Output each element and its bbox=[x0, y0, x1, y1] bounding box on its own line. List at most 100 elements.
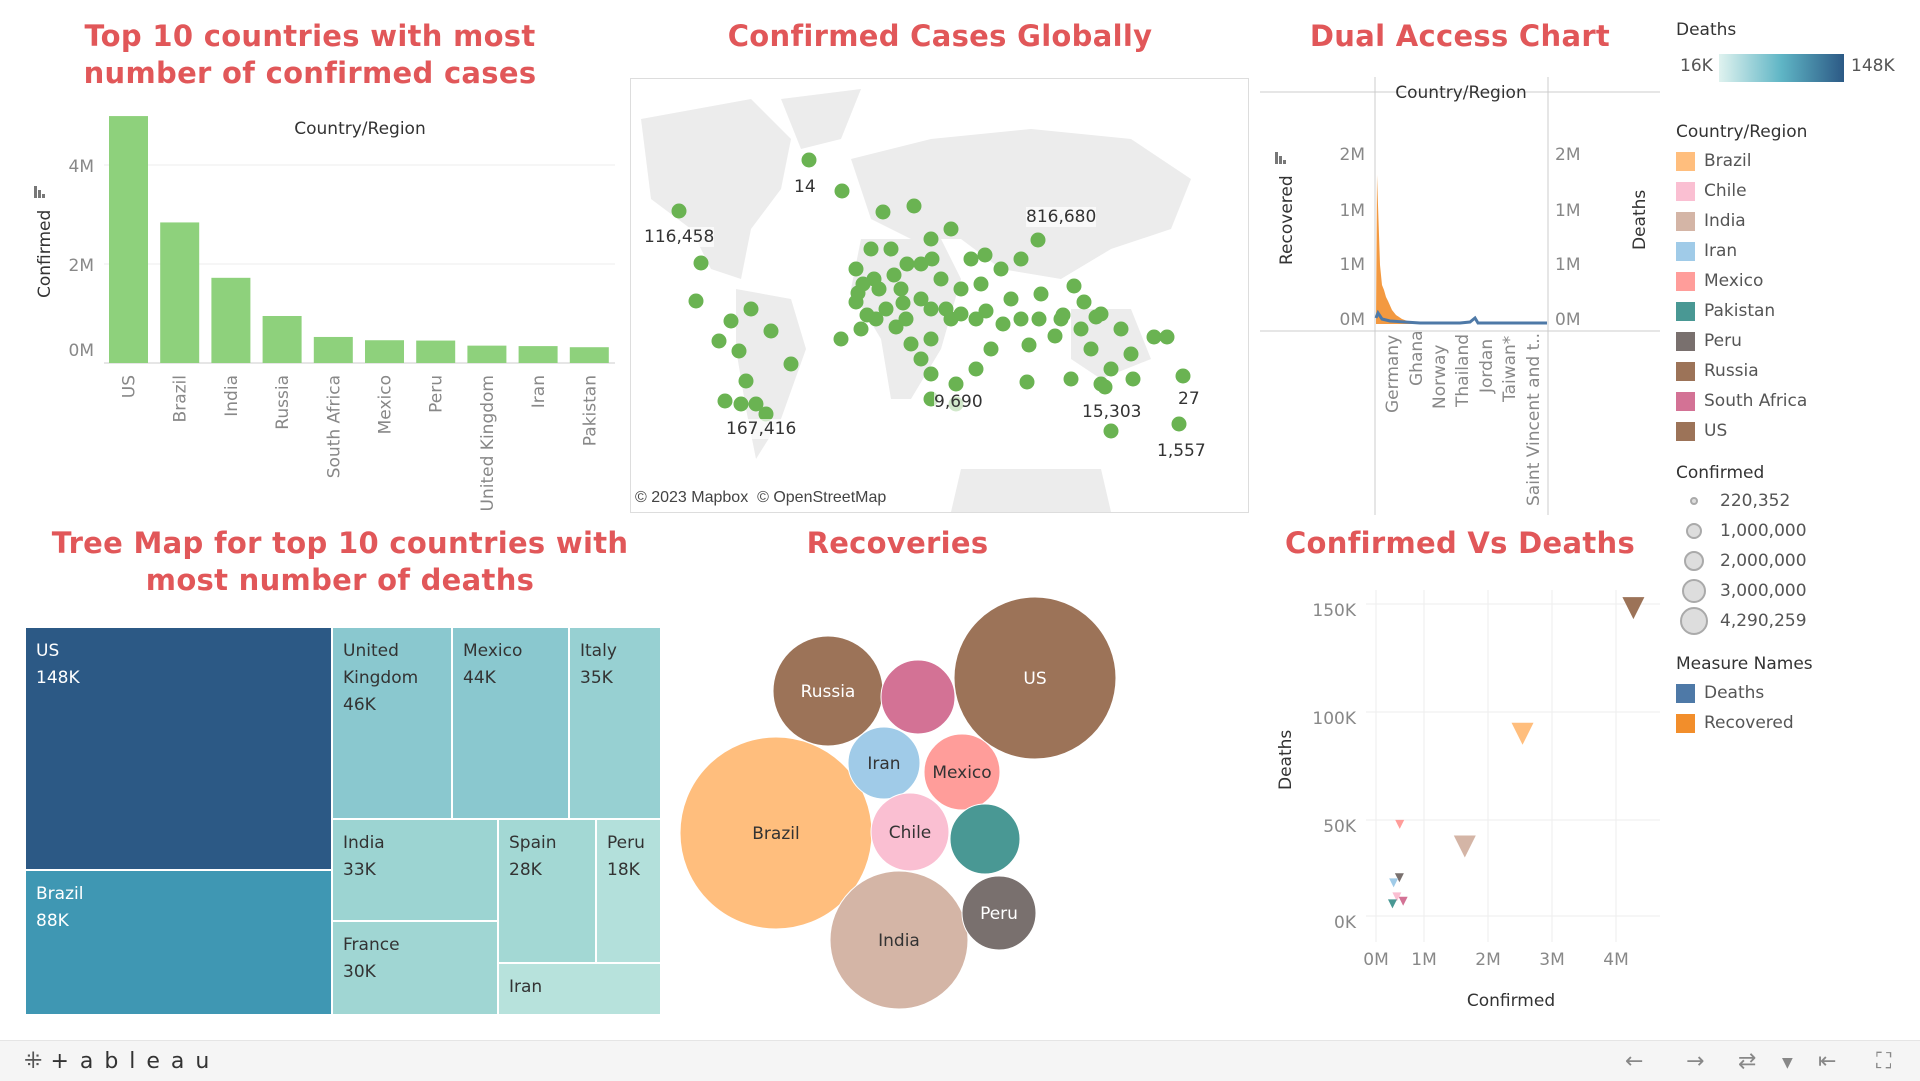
map-dot[interactable] bbox=[1031, 311, 1047, 327]
treemap-cell-iran[interactable]: Iran bbox=[498, 963, 661, 1015]
deaths-color-ramp[interactable] bbox=[1719, 54, 1844, 82]
confirmed-legend-item[interactable]: 4,290,259 bbox=[1676, 607, 1807, 635]
treemap-cell-brazil[interactable]: Brazil 88K bbox=[25, 870, 332, 1015]
map-dot[interactable] bbox=[763, 323, 779, 339]
country-legend-item[interactable]: Russia bbox=[1676, 360, 1759, 382]
map-dot[interactable] bbox=[863, 241, 879, 257]
map-dot[interactable] bbox=[1146, 329, 1162, 345]
country-legend-item[interactable]: US bbox=[1676, 420, 1727, 442]
map-dot[interactable] bbox=[924, 251, 940, 267]
map-dot[interactable] bbox=[906, 198, 922, 214]
map-dot[interactable] bbox=[833, 331, 849, 347]
map-dot[interactable] bbox=[1097, 379, 1113, 395]
scatter-point[interactable] bbox=[1453, 835, 1476, 858]
treemap-cell-france[interactable]: France 30K bbox=[332, 921, 498, 1015]
world-map[interactable]: 14 116,458 816,680 167,416 9,690 15,303 … bbox=[630, 78, 1249, 513]
map-dot[interactable] bbox=[834, 183, 850, 199]
map-dot[interactable] bbox=[933, 271, 949, 287]
map-dot[interactable] bbox=[731, 343, 747, 359]
map-dot[interactable] bbox=[723, 313, 739, 329]
map-dot[interactable] bbox=[1013, 311, 1029, 327]
map-dot[interactable] bbox=[1030, 232, 1046, 248]
recovery-bubble[interactable] bbox=[949, 803, 1021, 875]
country-legend-item[interactable]: Chile bbox=[1676, 180, 1747, 202]
map-dot[interactable] bbox=[953, 306, 969, 322]
map-dot[interactable] bbox=[1066, 278, 1082, 294]
bar[interactable] bbox=[109, 116, 148, 363]
treemap-cell-peru[interactable]: Peru 18K bbox=[596, 819, 661, 963]
map-dot[interactable] bbox=[748, 396, 764, 412]
bar[interactable] bbox=[569, 347, 609, 363]
map-dot[interactable] bbox=[1113, 321, 1129, 337]
map-dot[interactable] bbox=[1103, 361, 1119, 377]
dropdown-icon[interactable]: ▼ bbox=[1782, 1055, 1793, 1071]
treemap-cell-italy[interactable]: Italy 35K bbox=[569, 627, 661, 819]
map-dot[interactable] bbox=[883, 241, 899, 257]
map-dot[interactable] bbox=[923, 366, 939, 382]
map-dot[interactable] bbox=[1175, 368, 1191, 384]
recovery-bubble[interactable] bbox=[961, 875, 1037, 951]
map-dot[interactable] bbox=[1047, 328, 1063, 344]
map-dot[interactable] bbox=[1088, 309, 1104, 325]
map-dot[interactable] bbox=[899, 256, 915, 272]
map-dot[interactable] bbox=[853, 321, 869, 337]
map-dot[interactable] bbox=[1125, 371, 1141, 387]
map-dot[interactable] bbox=[983, 341, 999, 357]
scatter-point[interactable] bbox=[1511, 722, 1534, 745]
map-dot[interactable] bbox=[886, 267, 902, 283]
map-dot[interactable] bbox=[875, 204, 891, 220]
map-dot[interactable] bbox=[968, 361, 984, 377]
bar[interactable] bbox=[518, 346, 558, 363]
scatter-point[interactable] bbox=[1387, 899, 1397, 909]
map-dot[interactable] bbox=[1076, 294, 1092, 310]
map-dot[interactable] bbox=[953, 281, 969, 297]
map-dot[interactable] bbox=[1055, 307, 1071, 323]
map-dot[interactable] bbox=[968, 311, 984, 327]
treemap-cell-united-kingdom[interactable]: United Kingdom 46K bbox=[332, 627, 452, 819]
map-dot[interactable] bbox=[995, 316, 1011, 332]
treemap-cell-us[interactable]: US 148K bbox=[25, 627, 332, 870]
country-legend-item[interactable]: Brazil bbox=[1676, 150, 1751, 172]
map-dot[interactable] bbox=[1003, 291, 1019, 307]
map-dot[interactable] bbox=[743, 301, 759, 317]
map-dot[interactable] bbox=[688, 293, 704, 309]
map-dot[interactable] bbox=[1159, 329, 1175, 345]
map-dot[interactable] bbox=[973, 276, 989, 292]
map-dot[interactable] bbox=[923, 301, 939, 317]
map-dot[interactable] bbox=[738, 373, 754, 389]
country-legend-item[interactable]: Iran bbox=[1676, 240, 1737, 262]
fullscreen-icon[interactable]: ⛶ bbox=[1876, 1049, 1892, 1074]
map-dot[interactable] bbox=[888, 319, 904, 335]
bar-y-axis-icon[interactable] bbox=[34, 186, 45, 198]
map-attribution[interactable]: © 2023 Mapbox © OpenStreetMap bbox=[635, 489, 887, 507]
map-dot[interactable] bbox=[923, 231, 939, 247]
bar[interactable] bbox=[262, 315, 302, 363]
map-dot[interactable] bbox=[717, 393, 733, 409]
bar[interactable] bbox=[160, 222, 200, 363]
back-to-start-icon[interactable]: ⇤ bbox=[1818, 1049, 1837, 1074]
map-dot[interactable] bbox=[993, 261, 1009, 277]
treemap-cell-india[interactable]: India 33K bbox=[332, 819, 498, 921]
map-dot[interactable] bbox=[1123, 346, 1139, 362]
map-dot[interactable] bbox=[1103, 423, 1119, 439]
map-dot[interactable] bbox=[1063, 371, 1079, 387]
scatter-point[interactable] bbox=[1394, 873, 1404, 883]
country-legend-item[interactable]: Pakistan bbox=[1676, 300, 1775, 322]
country-legend-item[interactable]: India bbox=[1676, 210, 1746, 232]
map-dot[interactable] bbox=[895, 295, 911, 311]
scatter-point[interactable] bbox=[1389, 878, 1399, 888]
bar[interactable] bbox=[211, 277, 251, 363]
bar[interactable] bbox=[365, 340, 404, 363]
map-dot[interactable] bbox=[978, 303, 994, 319]
scatter-point[interactable] bbox=[1398, 896, 1408, 906]
map-dot[interactable] bbox=[866, 271, 882, 287]
dual-y-axis-icon[interactable] bbox=[1275, 152, 1286, 164]
scatter-point[interactable] bbox=[1392, 892, 1402, 902]
map-dot[interactable] bbox=[948, 376, 964, 392]
tableau-logo[interactable]: ⁜ + a b l e a u bbox=[24, 1049, 211, 1074]
recovery-bubble[interactable] bbox=[847, 726, 921, 800]
confirmed-legend-item[interactable]: 1,000,000 bbox=[1676, 520, 1807, 542]
country-legend-item[interactable]: Peru bbox=[1676, 330, 1742, 352]
revert-icon[interactable]: ⇄ bbox=[1738, 1049, 1757, 1074]
map-dot[interactable] bbox=[913, 351, 929, 367]
